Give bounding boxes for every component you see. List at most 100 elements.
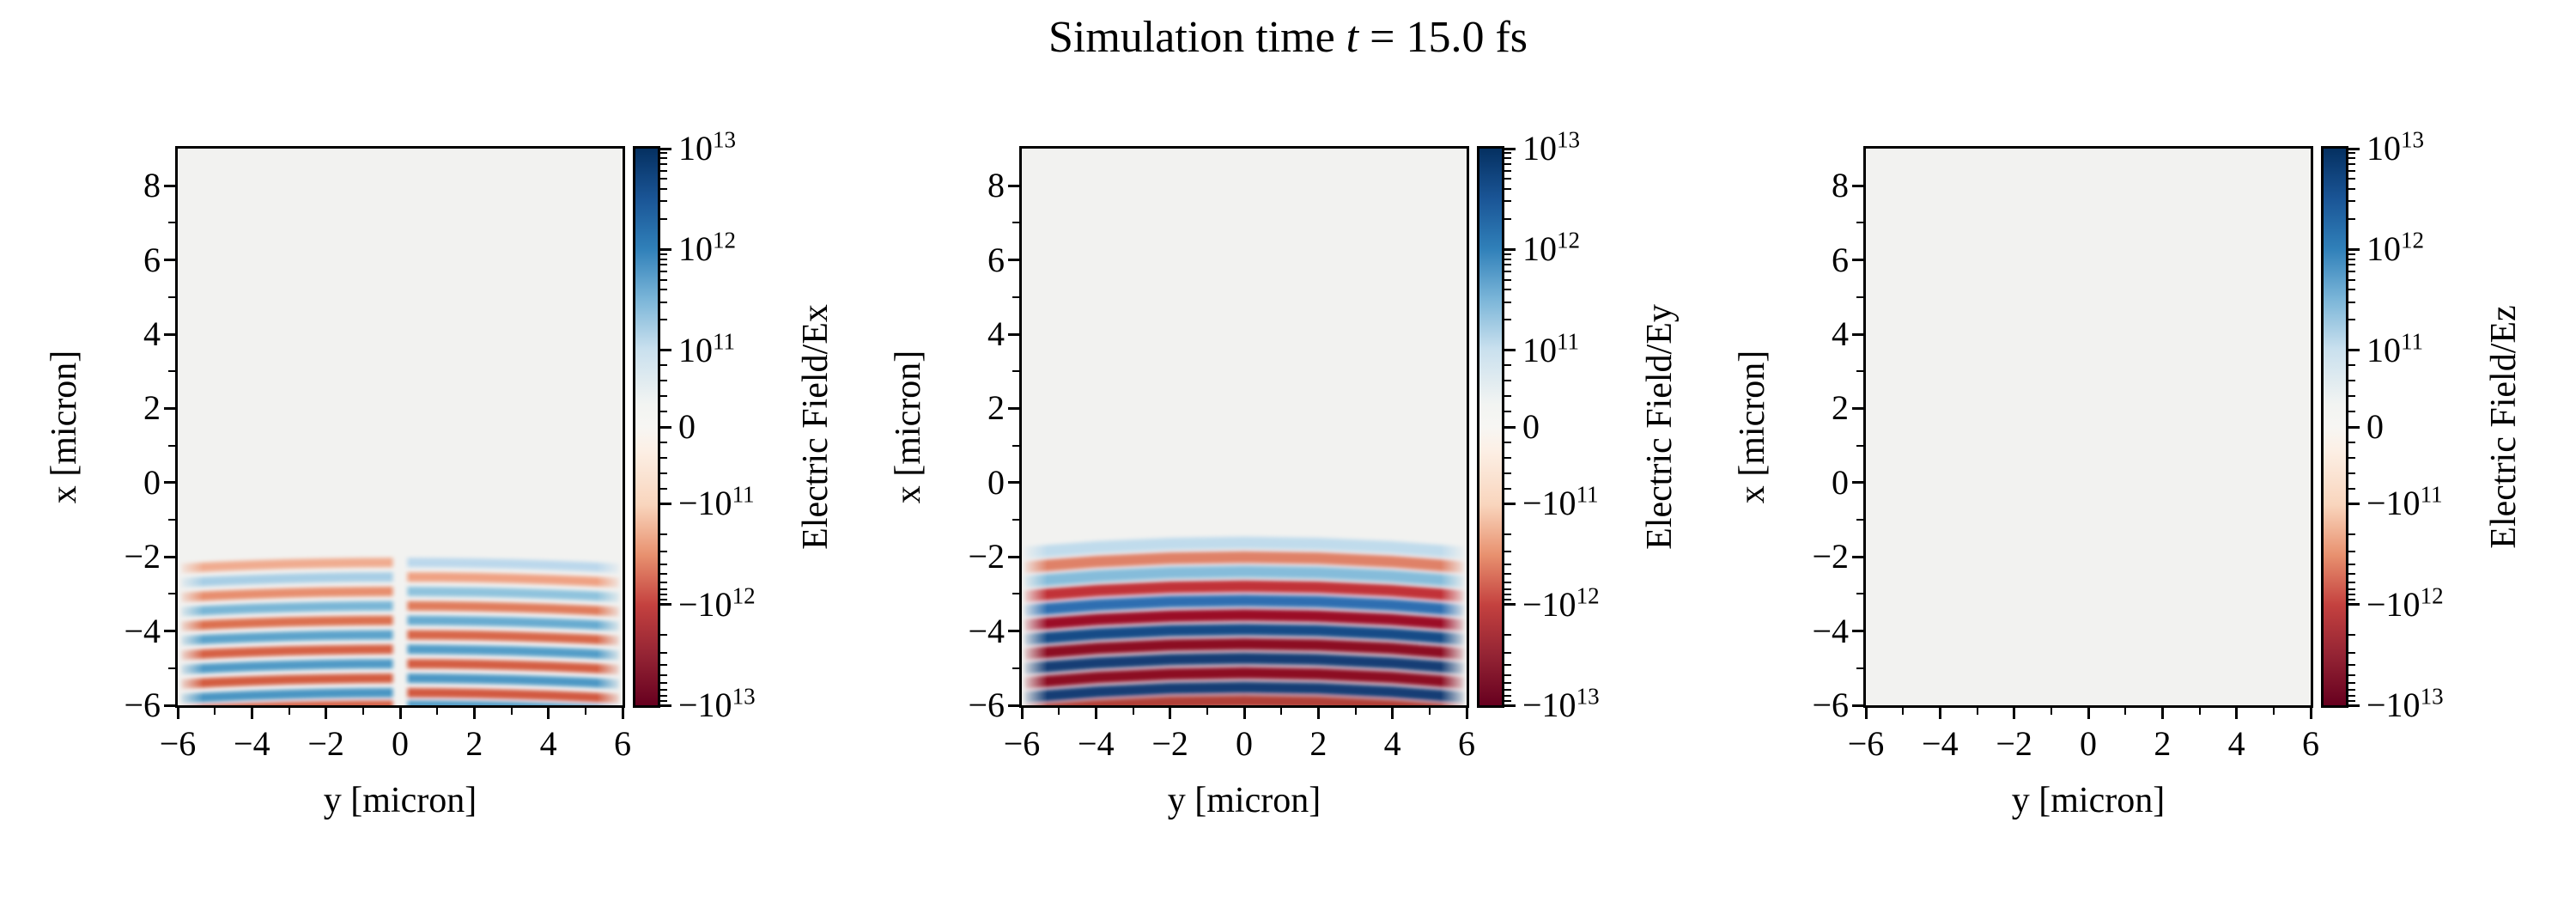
colorbar-label-ex: Electric Field/Ex	[796, 304, 835, 550]
colorbar-minor-tick	[2348, 664, 2355, 667]
x-tick-label: 6	[2302, 724, 2319, 763]
y-minor-tick	[1012, 222, 1019, 224]
x-axis-label-ex: y [micron]	[323, 781, 477, 820]
colorbar-minor-tick	[2348, 178, 2355, 180]
y-minor-tick	[168, 370, 175, 373]
y-tick-label: 4	[143, 314, 161, 353]
x-minor-tick	[2050, 708, 2052, 715]
y-tick-label: −4	[968, 611, 1005, 650]
colorbar-tick-label: 1013	[678, 126, 736, 168]
colorbar-minor-tick	[660, 588, 667, 590]
colorbar-minor-tick	[1504, 271, 1511, 273]
x-minor-tick	[2198, 708, 2201, 715]
colorbar-minor-tick	[660, 564, 667, 566]
x-tick-label: 4	[539, 724, 557, 763]
colorbar-minor-tick	[1504, 599, 1511, 601]
y-minor-tick	[168, 667, 175, 669]
y-major-tick	[1008, 184, 1019, 187]
x-minor-tick	[1058, 708, 1060, 715]
figure-title: Simulation time t = 15.0 fs	[0, 12, 2576, 63]
y-minor-tick	[1012, 519, 1019, 521]
x-major-tick	[2309, 708, 2312, 719]
x-tick-label: 6	[1458, 724, 1475, 763]
colorbar-major-tick	[1504, 247, 1516, 251]
colorbar-major-tick	[2348, 502, 2360, 505]
y-tick-label: 0	[987, 462, 1005, 502]
colorbar-minor-tick	[1504, 200, 1511, 203]
colorbar-major-tick	[660, 247, 671, 251]
colorbar-minor-tick	[660, 253, 667, 255]
colorbar-minor-tick	[660, 599, 667, 601]
colorbar-minor-tick	[2348, 599, 2355, 601]
colorbar-minor-tick	[660, 264, 667, 266]
colorbar-minor-tick	[1504, 533, 1511, 535]
colorbar-tick-label: −1011	[1522, 482, 1599, 523]
colorbar-major-tick	[660, 704, 671, 707]
colorbar-minor-tick	[660, 594, 667, 596]
colorbar-minor-tick	[660, 170, 667, 173]
colorbar-tick-label: −1013	[2366, 683, 2444, 724]
x-tick-label: 6	[614, 724, 631, 763]
colorbar-tick-label: 1012	[2366, 227, 2424, 269]
colorbar-minor-tick	[660, 301, 667, 303]
x-tick-label: 2	[465, 724, 483, 763]
colorbar-minor-tick	[1504, 152, 1511, 155]
colorbar-minor-tick	[2348, 258, 2355, 260]
colorbar-tick-label: −1011	[678, 482, 755, 523]
x-major-tick	[1242, 708, 1246, 719]
colorbar-minor-tick	[2348, 395, 2355, 398]
colorbar-minor-tick	[660, 581, 667, 583]
colorbar-tick-label: −1013	[678, 683, 756, 724]
colorbar-minor-tick	[660, 551, 667, 553]
colorbar-minor-tick	[660, 573, 667, 576]
y-major-tick	[164, 259, 175, 262]
x-major-tick	[472, 708, 476, 719]
y-minor-tick	[1856, 222, 1863, 224]
colorbar-major-tick	[2348, 704, 2360, 707]
x-tick-label: −2	[1151, 724, 1188, 763]
colorbar-tick-label: 1011	[678, 328, 735, 369]
colorbar-minor-tick	[1504, 694, 1511, 697]
x-tick-label: −4	[234, 724, 270, 763]
colorbar-label-ey: Electric Field/Ey	[1640, 304, 1680, 550]
colorbar-minor-tick	[1504, 258, 1511, 260]
colorbar-minor-tick	[1504, 170, 1511, 173]
colorbar-minor-tick	[1504, 699, 1511, 702]
colorbar-tick-label: 0	[2366, 407, 2384, 446]
x-tick-label: −6	[1847, 724, 1885, 763]
colorbar-minor-tick	[660, 533, 667, 535]
title-variable: t	[1346, 13, 1359, 62]
colorbar-minor-tick	[2348, 264, 2355, 266]
x-minor-tick	[2124, 708, 2127, 715]
colorbar-minor-tick	[1504, 573, 1511, 576]
colorbar-minor-tick	[1504, 187, 1511, 190]
colorbar-minor-tick	[2348, 673, 2355, 676]
y-major-tick	[1852, 406, 1863, 410]
colorbar-tick-label: −1012	[1522, 582, 1600, 624]
x-tick-label: 4	[1383, 724, 1401, 763]
colorbar-minor-tick	[2348, 170, 2355, 173]
colorbar-minor-tick	[1504, 487, 1511, 490]
colorbar-ez	[2321, 146, 2348, 708]
colorbar-minor-tick	[2348, 573, 2355, 576]
colorbar-minor-tick	[2348, 271, 2355, 273]
colorbar-minor-tick	[2348, 253, 2355, 255]
x-tick-label: −6	[1003, 724, 1041, 763]
plot-area-ex	[175, 146, 625, 708]
y-major-tick	[1852, 630, 1863, 633]
x-major-tick	[176, 708, 179, 719]
colorbar-minor-tick	[660, 681, 667, 684]
colorbar-minor-tick	[2348, 163, 2355, 166]
colorbar-minor-tick	[1504, 395, 1511, 398]
y-minor-tick	[1856, 370, 1863, 373]
colorbar-minor-tick	[660, 200, 667, 203]
x-major-tick	[2087, 708, 2090, 719]
colorbar-major-tick	[660, 147, 671, 150]
colorbar-minor-tick	[2348, 411, 2355, 413]
colorbar-minor-tick	[1504, 264, 1511, 266]
colorbar-minor-tick	[1504, 278, 1511, 281]
x-minor-tick	[361, 708, 364, 715]
x-major-tick	[2013, 708, 2016, 719]
colorbar-minor-tick	[2348, 694, 2355, 697]
colorbar-label-ez: Electric Field/Ez	[2484, 305, 2524, 549]
